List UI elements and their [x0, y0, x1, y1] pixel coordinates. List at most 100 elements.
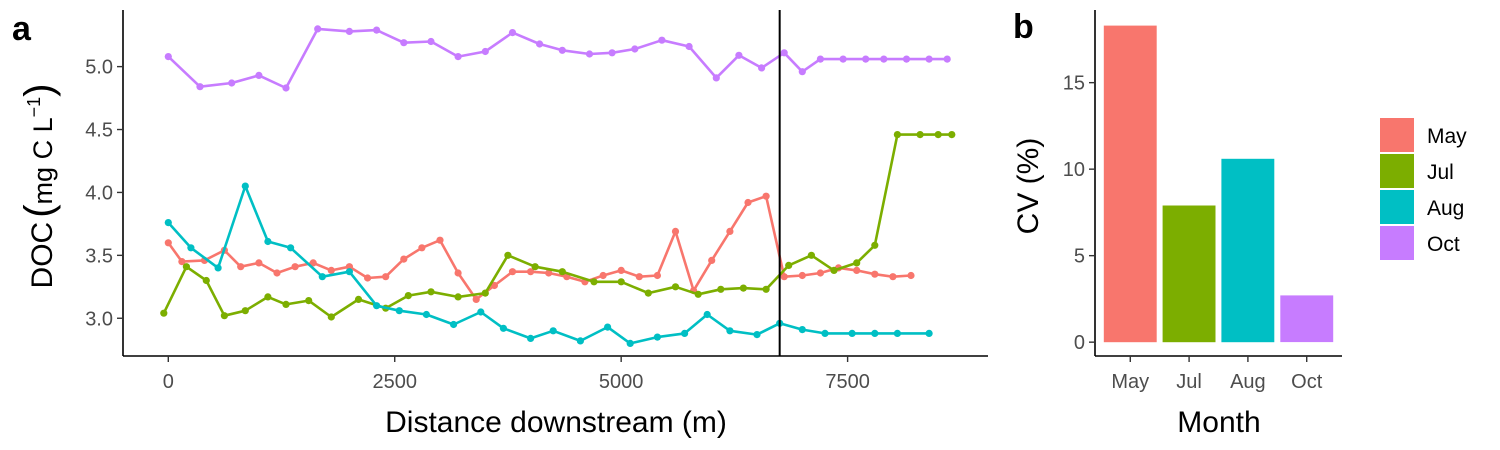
bar-may: [1103, 25, 1157, 343]
data-point-aug-0: [164, 219, 172, 227]
y-tick-label: 3.5: [85, 245, 113, 267]
data-point-jul-5: [264, 293, 272, 301]
panel-a-letter: a: [12, 10, 32, 48]
data-point-aug-29: [893, 329, 902, 337]
data-point-may-24: [599, 271, 607, 280]
series-line-aug: [167, 184, 930, 345]
data-point-aug-28: [871, 329, 879, 337]
data-point-jul-18: [590, 278, 598, 286]
panel-a: a 3.0 3.5 4.0 4.5 5.0 0 2500 5000 7500 Distance…: [12, 10, 988, 439]
legend: May Jul Aug Oct: [1380, 118, 1467, 260]
data-point-aug-10: [422, 310, 430, 319]
data-point-may-33: [762, 192, 770, 200]
data-point-may-35: [798, 271, 806, 280]
data-point-aug-23: [753, 331, 761, 339]
data-point-oct-18: [658, 36, 666, 44]
panel-b-x-axis-title: Month: [1177, 406, 1260, 439]
data-point-may-11: [364, 274, 372, 282]
y-tick-label: 5.0: [85, 57, 113, 79]
data-point-aug-3: [241, 182, 249, 190]
y-tick-label: 0: [1074, 332, 1085, 354]
data-point-aug-17: [604, 323, 612, 331]
data-point-jul-8: [327, 313, 335, 321]
data-point-oct-9: [427, 37, 435, 46]
data-point-jul-27: [807, 251, 816, 259]
legend-key-may: [1380, 118, 1414, 152]
data-point-may-38: [853, 266, 861, 274]
data-point-may-13: [400, 255, 408, 263]
data-point-may-0: [164, 239, 172, 247]
legend-label-may: May: [1427, 125, 1467, 148]
data-point-jul-24: [739, 284, 748, 292]
data-point-may-41: [907, 271, 915, 280]
panel-b-y-ticks: 0 5 10 15: [1063, 73, 1095, 354]
data-point-oct-27: [862, 55, 870, 63]
x-tick-label: 7500: [825, 371, 870, 393]
data-point-jul-3: [220, 312, 228, 320]
x-tick-label: 2500: [372, 371, 417, 393]
data-point-oct-24: [798, 68, 806, 76]
bar-jul: [1162, 205, 1216, 343]
legend-label-aug: Aug: [1427, 197, 1464, 220]
legend-key-jul: [1380, 154, 1414, 188]
panel-b-letter: b: [1013, 8, 1034, 46]
panel-a-y-axis-title-main: DOC: [26, 222, 59, 289]
y-tick-label: 15: [1063, 73, 1085, 95]
data-point-may-10: [345, 263, 353, 271]
data-point-oct-12: [508, 28, 517, 37]
data-point-jul-30: [871, 241, 879, 249]
panel-a-series: [160, 25, 956, 347]
data-point-jul-22: [694, 290, 702, 298]
data-point-oct-30: [925, 55, 933, 63]
data-point-may-34: [780, 273, 788, 281]
series-line-jul: [162, 133, 952, 319]
data-point-jul-6: [282, 300, 290, 308]
data-point-oct-29: [902, 55, 911, 63]
data-point-jul-25: [762, 285, 770, 293]
data-point-oct-0: [164, 53, 172, 61]
data-point-may-36: [816, 269, 825, 277]
data-point-aug-27: [848, 329, 856, 337]
data-point-aug-14: [527, 334, 535, 342]
data-point-jul-7: [305, 297, 313, 305]
data-point-oct-13: [536, 40, 544, 48]
data-point-jul-34: [948, 131, 956, 139]
data-point-oct-19: [685, 42, 693, 51]
data-point-oct-3: [255, 71, 263, 79]
data-point-may-40: [889, 273, 897, 281]
data-point-jul-16: [531, 263, 539, 271]
data-point-aug-19: [653, 333, 662, 341]
data-point-oct-31: [943, 55, 951, 63]
data-point-oct-21: [735, 51, 743, 59]
data-point-oct-14: [558, 46, 566, 54]
data-point-jul-32: [916, 131, 924, 139]
data-point-may-17: [472, 295, 480, 303]
data-point-oct-25: [816, 55, 825, 63]
data-point-may-16: [454, 269, 462, 277]
data-point-aug-6: [318, 273, 326, 281]
panel-a-y-axis-title-units: mg C L: [28, 117, 58, 204]
data-point-aug-18: [626, 339, 634, 347]
data-point-jul-29: [853, 259, 861, 267]
y-tick-label: 5: [1074, 246, 1085, 268]
x-tick-label: Jul: [1176, 371, 1202, 393]
data-point-aug-16: [576, 337, 585, 345]
data-point-may-39: [871, 270, 879, 278]
panel-b-bars: [1103, 25, 1334, 343]
panel-a-y-axis-title-open-paren: (: [17, 204, 61, 218]
data-point-jul-1: [182, 263, 190, 271]
data-point-aug-21: [703, 310, 711, 319]
panel-a-y-axis-title-close-paren: ): [17, 84, 61, 97]
data-point-oct-6: [345, 27, 353, 35]
data-point-jul-11: [404, 292, 412, 300]
data-point-jul-13: [454, 293, 462, 301]
y-tick-label: 4.0: [85, 182, 113, 204]
data-point-may-19: [508, 268, 517, 276]
data-point-oct-17: [631, 45, 639, 53]
data-point-aug-25: [798, 326, 806, 334]
data-point-jul-33: [934, 131, 942, 139]
legend-label-jul: Jul: [1427, 161, 1454, 184]
x-tick-label: 5000: [599, 371, 644, 393]
data-point-oct-26: [839, 55, 847, 63]
data-point-may-9: [327, 266, 335, 274]
